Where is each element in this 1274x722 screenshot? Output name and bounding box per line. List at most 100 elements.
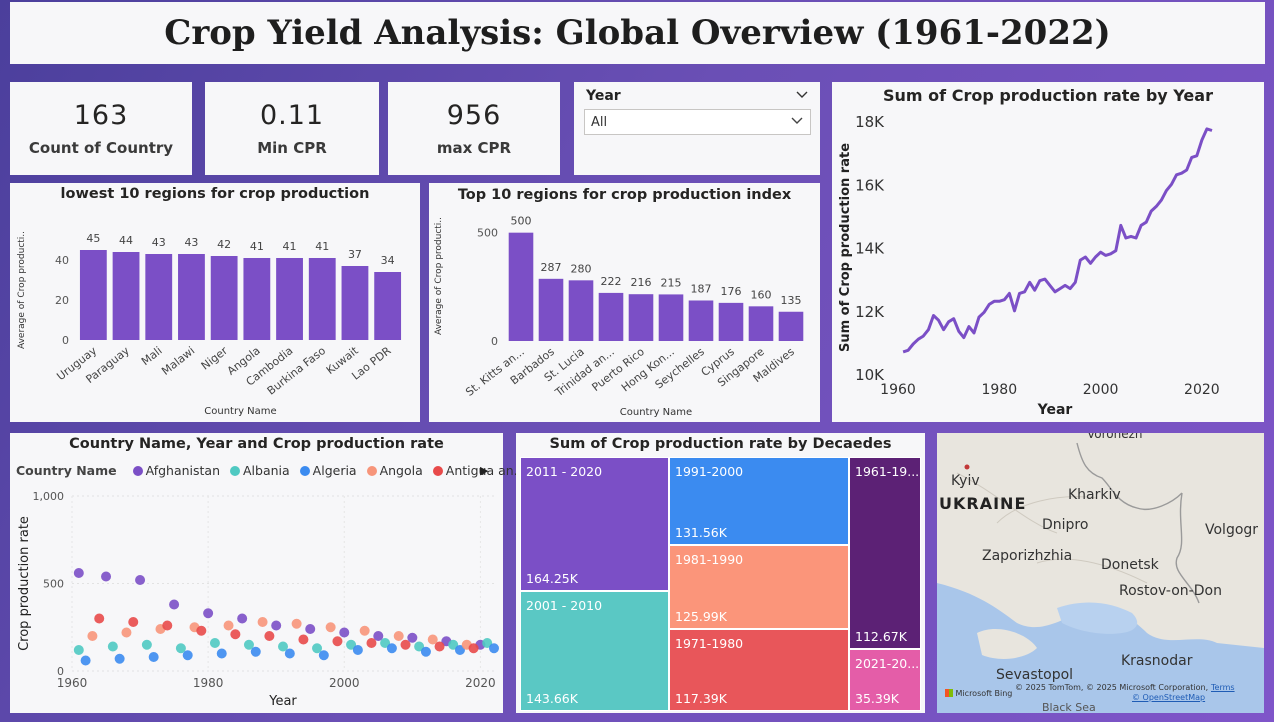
scatter-point (373, 631, 384, 641)
x-tick-label: 1960 (880, 382, 916, 398)
treemap-cell-1961-1970[interactable]: 1961-19... 112.67K (849, 457, 921, 649)
y-tick-label: 0 (57, 665, 64, 678)
line-chart-svg: 10K 12K 14K 16K 18K 1960 1980 2000 2020 Year Sum o… (838, 113, 1220, 418)
legend-dot-icon (299, 466, 310, 476)
treemap-cell-2021-2030[interactable]: 2021-20... 35.39K (849, 649, 921, 711)
map-panel[interactable]: Voronezh Kyiv UKRAINE Kharkiv Dnipro Vol… (937, 433, 1264, 713)
map-sea-label: Black Sea (1042, 701, 1096, 713)
data-label: 43 (184, 236, 198, 249)
scatter-legend: Country Name Afghanistan Albania Algeria… (16, 463, 526, 478)
bar (538, 278, 564, 341)
scatter-point (366, 638, 377, 648)
treemap-cell-1991-2000[interactable]: 1991-2000 131.56K (669, 457, 849, 545)
chart-title: Sum of Crop production rate by Decaedes (549, 436, 892, 452)
data-label: 41 (283, 240, 297, 253)
legend-item-afghanistan[interactable]: Afghanistan (127, 463, 220, 478)
scatter-chart-panel[interactable]: Country Name, Year and Crop production r… (10, 433, 526, 713)
map-city-label: Voronezh (1087, 433, 1143, 441)
lowest-regions-chart[interactable]: lowest 10 regions for crop production 0 2… (10, 183, 420, 422)
y-tick-label: 12K (855, 303, 885, 321)
scatter-point (73, 645, 84, 655)
legend-dot-icon (230, 466, 240, 476)
chart-title: lowest 10 regions for crop production (60, 186, 370, 202)
kpi-card-min-cpr[interactable]: 0.11 Min CPR (205, 82, 379, 175)
legend-dot-icon (132, 466, 143, 476)
treemap-cell-2011-2020[interactable]: 2011 - 2020 164.25K (520, 457, 669, 591)
bar (568, 280, 594, 341)
scatter-point (312, 643, 323, 654)
scatter-point (223, 620, 234, 631)
x-tick-label: 1960 (57, 676, 88, 690)
bar (628, 294, 654, 341)
y-tick-label: 0 (62, 334, 69, 347)
collapse-chevron-icon[interactable] (796, 88, 808, 102)
scatter-point (414, 641, 425, 652)
legend-dot-icon (366, 466, 377, 476)
scatter-point (359, 625, 370, 636)
scatter-point (94, 613, 105, 624)
series-line (902, 127, 1213, 354)
treemap-cell-1981-1990[interactable]: 1981-1990 125.99K (669, 545, 849, 629)
legend-item-albania[interactable]: Albania (224, 463, 290, 478)
map-terms-link[interactable]: Terms (1211, 683, 1235, 692)
data-label: 287 (541, 261, 562, 274)
kpi-card-max-cpr[interactable]: 956 max CPR (388, 82, 560, 175)
map-osm-link[interactable]: © OpenStreetMap (1132, 693, 1206, 702)
year-slicer: Year All (574, 82, 820, 175)
y-tick-label: 1,000 (33, 490, 65, 503)
year-dropdown[interactable]: All (584, 109, 811, 135)
decades-treemap-panel[interactable]: Sum of Crop production rate by Decaedes … (516, 433, 925, 713)
scatter-point (325, 622, 336, 633)
scatter-point (318, 650, 329, 661)
bar (145, 254, 173, 340)
scatter-point (380, 638, 391, 648)
kpi-card-count-country[interactable]: 163 Count of Country (10, 82, 192, 175)
scatter-point (298, 634, 309, 645)
x-tick-label: Malawi (159, 344, 197, 378)
x-axis-label: Year (268, 694, 297, 709)
dashboard-title-bar: Crop Yield Analysis: Global Overview (19… (10, 2, 1265, 64)
y-tick-label: 14K (855, 240, 885, 258)
scatter-point (243, 639, 254, 650)
legend-item-algeria[interactable]: Algeria (294, 463, 357, 478)
legend-item-angola[interactable]: Angola (361, 463, 423, 478)
scatter-point (339, 627, 350, 638)
chart-title: Top 10 regions for crop production index (457, 187, 792, 203)
scatter-point (278, 641, 288, 652)
legend-item-antigua[interactable]: Antigua an... (427, 463, 526, 478)
scatter-point (284, 648, 295, 659)
scatter-point (427, 634, 438, 645)
top-regions-chart[interactable]: Top 10 regions for crop production index… (429, 183, 820, 422)
bar (243, 258, 271, 340)
scatter-point (169, 599, 180, 610)
map-city-label: Donetsk (1101, 557, 1159, 573)
bar (508, 232, 534, 341)
scatter-point (393, 631, 404, 641)
x-axis-label: Year (1037, 402, 1073, 418)
map-city-label: Kyiv (951, 473, 980, 489)
y-tick-label: 16K (855, 176, 885, 194)
map-city-label: Krasnodar (1121, 653, 1193, 669)
y-axis-label: Average of Crop producti.. (17, 231, 27, 349)
chart-title: Country Name, Year and Crop production r… (69, 436, 444, 452)
scatter-point (448, 639, 459, 650)
chart-title: Sum of Crop production rate by Year (883, 86, 1213, 105)
data-label: 42 (217, 238, 231, 251)
scatter-point (400, 639, 411, 650)
data-label: 222 (601, 275, 622, 288)
bar (178, 254, 205, 340)
legend-next-arrow-icon[interactable]: ▶ (480, 464, 489, 477)
treemap-cell-2001-2010[interactable]: 2001 - 2010 143.66K (520, 591, 669, 711)
bar (112, 252, 140, 340)
y-axis-label: Sum of Crop production rate (838, 143, 853, 352)
year-dropdown-value: All (591, 115, 608, 130)
scatter-point (257, 617, 268, 627)
production-by-year-chart[interactable]: Sum of Crop production rate by Year 10K 1… (832, 82, 1264, 422)
treemap-cell-1971-1980[interactable]: 1971-1980 117.39K (669, 629, 849, 711)
scatter-point (175, 643, 186, 654)
data-label: 41 (250, 240, 264, 253)
slicer-title: Year (586, 88, 621, 104)
kpi-value: 0.11 (259, 100, 325, 131)
scatter-point (182, 650, 193, 661)
